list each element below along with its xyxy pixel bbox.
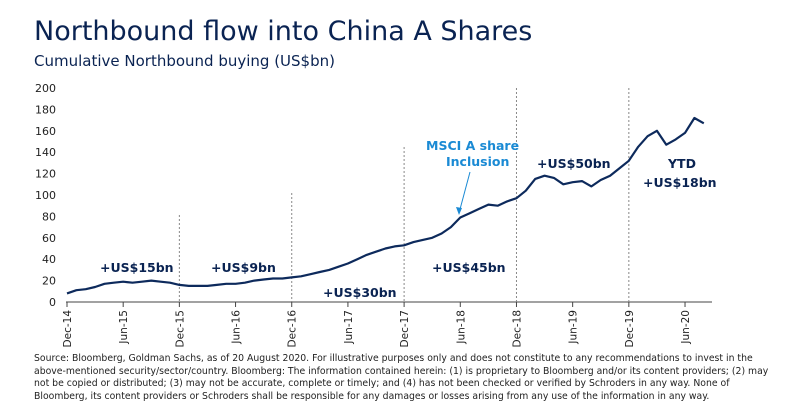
x-tick-label: Dec-19 (624, 310, 636, 347)
y-tick-label: 100 (35, 189, 56, 202)
annotation: +US$9bn (211, 260, 276, 275)
y-tick-label: 120 (35, 168, 56, 181)
annotation: +US$30bn (323, 285, 397, 300)
annotation: +US$45bn (432, 260, 506, 275)
y-tick-label: 140 (35, 146, 56, 159)
x-tick-label: Jun-19 (568, 310, 580, 345)
y-tick-label: 40 (42, 253, 56, 266)
annotation: +US$50bn (537, 156, 611, 171)
chart: Northbound flow into China A Shares Cumu… (34, 16, 717, 348)
annotation: Inclusion (446, 154, 509, 169)
y-tick-label: 200 (35, 82, 56, 95)
source-note: Source: Bloomberg, Goldman Sachs, as of … (34, 353, 769, 402)
annotation-arrowhead (456, 207, 462, 215)
x-tick-label: Jun-15 (118, 310, 130, 345)
annotation-arrow (458, 171, 471, 214)
x-tick-label: Dec-18 (511, 310, 523, 347)
x-tick-label: Jun-18 (455, 310, 467, 345)
line-series (66, 116, 705, 295)
annotation: +US$18bn (643, 175, 717, 190)
x-tick-label: Jun-16 (231, 310, 243, 345)
y-tick-label: 80 (42, 210, 56, 223)
x-tick-label: Dec-15 (174, 310, 186, 347)
x-tick-label: Dec-17 (399, 310, 411, 347)
y-tick-label: 0 (49, 296, 56, 309)
x-tick-label: Jun-20 (680, 310, 692, 345)
x-tick-label: Dec-16 (287, 310, 299, 348)
annotation: +US$15bn (100, 260, 174, 275)
annotation: YTD (667, 156, 696, 171)
y-tick-label: 160 (35, 125, 56, 138)
annotation: MSCI A share (426, 138, 519, 153)
chart-subtitle: Cumulative Northbound buying (US$bn) (34, 52, 335, 70)
x-tick-label: Jun-17 (343, 310, 355, 345)
x-tick-label: Dec-14 (62, 310, 74, 348)
y-tick-label: 20 (42, 275, 56, 288)
chart-title: Northbound flow into China A Shares (34, 16, 532, 47)
y-tick-label: 180 (35, 103, 56, 116)
y-tick-label: 60 (42, 232, 56, 245)
